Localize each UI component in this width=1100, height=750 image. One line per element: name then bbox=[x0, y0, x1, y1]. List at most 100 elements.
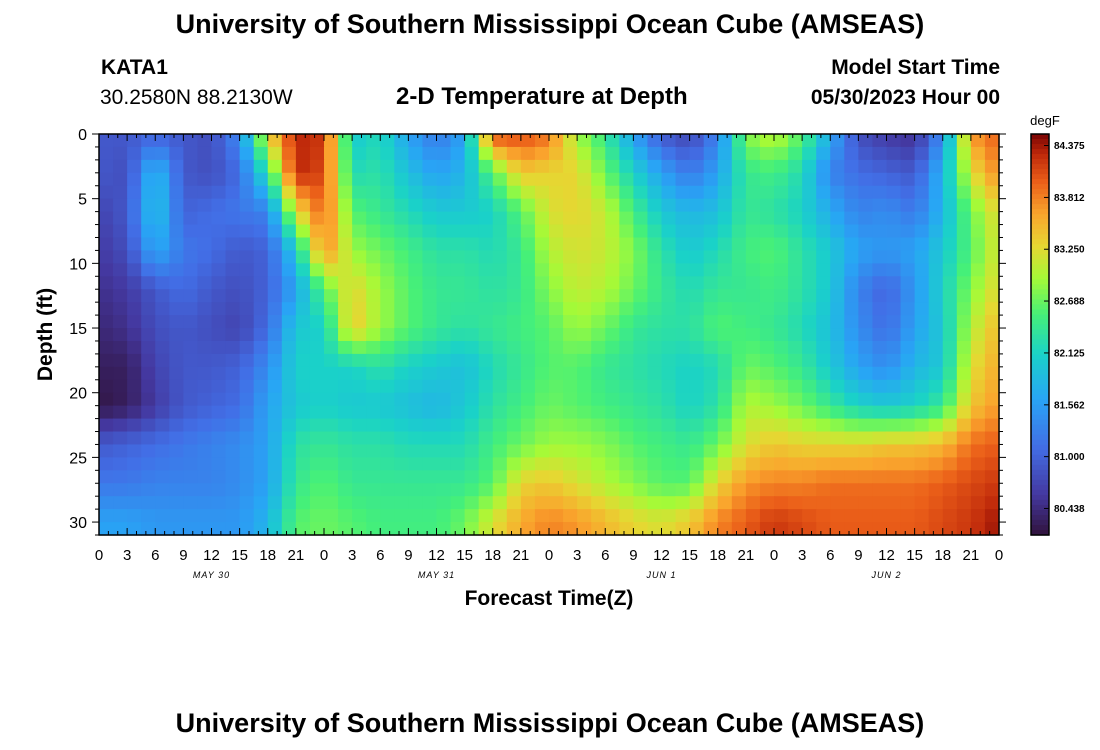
heat-cell bbox=[380, 379, 395, 394]
heat-cell bbox=[830, 146, 845, 161]
heat-cell bbox=[478, 509, 494, 523]
heat-cell bbox=[605, 250, 620, 264]
heat-cell bbox=[914, 392, 930, 407]
heat-cell bbox=[169, 237, 184, 252]
heat-cell bbox=[549, 250, 564, 264]
colorbar-segment bbox=[1031, 299, 1049, 306]
heat-cell bbox=[970, 134, 986, 148]
heat-cell bbox=[830, 379, 845, 394]
heat-cell bbox=[956, 172, 972, 187]
heat-cell bbox=[816, 340, 831, 355]
heat-cell bbox=[506, 483, 522, 497]
heat-cell bbox=[984, 509, 1000, 523]
heat-cell bbox=[914, 353, 930, 368]
heat-cell bbox=[366, 418, 381, 433]
heat-cell bbox=[380, 328, 395, 342]
heat-cell bbox=[99, 302, 114, 316]
heat-cell bbox=[478, 496, 494, 510]
heat-cell bbox=[380, 211, 395, 226]
heat-cell bbox=[253, 509, 269, 523]
heat-cell bbox=[830, 483, 845, 497]
heat-cell bbox=[127, 250, 142, 264]
heat-cell bbox=[239, 379, 255, 394]
heat-cell bbox=[942, 353, 958, 368]
heat-cell bbox=[99, 418, 114, 433]
heat-cell bbox=[816, 237, 831, 252]
x-tick-label: 6 bbox=[601, 547, 609, 564]
heat-cell bbox=[605, 328, 620, 342]
heat-cell bbox=[577, 159, 592, 174]
heat-cell bbox=[914, 146, 930, 161]
heat-cell bbox=[281, 134, 297, 148]
heat-cell bbox=[731, 328, 747, 342]
heat-cell bbox=[816, 483, 831, 497]
heat-cell bbox=[619, 418, 634, 433]
heat-cell bbox=[703, 366, 719, 381]
heat-cell bbox=[324, 134, 339, 148]
heat-cell bbox=[534, 444, 550, 458]
heat-cell bbox=[253, 483, 269, 497]
heat-cell bbox=[281, 328, 297, 342]
heat-cell bbox=[225, 237, 241, 252]
heat-cell bbox=[436, 198, 452, 213]
heat-cell bbox=[422, 366, 438, 381]
heat-cell bbox=[239, 405, 255, 420]
heat-cell bbox=[970, 211, 986, 226]
heat-cell bbox=[759, 392, 775, 407]
heat-cell bbox=[408, 289, 424, 303]
heat-cell bbox=[450, 340, 466, 355]
heat-cell bbox=[731, 444, 747, 458]
heat-cell bbox=[886, 211, 902, 226]
heat-cell bbox=[830, 172, 845, 187]
heat-cell bbox=[900, 134, 916, 148]
heat-cell bbox=[914, 134, 930, 148]
heat-cell bbox=[591, 470, 606, 484]
heat-cell bbox=[324, 146, 339, 161]
heat-cell bbox=[549, 289, 564, 303]
heat-cell bbox=[99, 198, 114, 213]
heat-cell bbox=[506, 379, 522, 394]
heat-cell bbox=[577, 146, 592, 161]
heat-cell bbox=[886, 392, 902, 407]
date-label: JUN 1 bbox=[645, 570, 676, 580]
heat-cell bbox=[211, 483, 227, 497]
heat-cell bbox=[450, 496, 466, 510]
colorbar-segment bbox=[1031, 284, 1049, 290]
heat-cell bbox=[478, 172, 494, 187]
heat-cell bbox=[591, 483, 606, 497]
heat-cell bbox=[900, 431, 916, 446]
heat-cell bbox=[281, 392, 297, 407]
heat-cell bbox=[267, 366, 283, 381]
x-tick-label: 0 bbox=[320, 547, 328, 564]
heat-cell bbox=[506, 172, 522, 187]
heat-cell bbox=[127, 198, 142, 213]
heat-cell bbox=[900, 146, 916, 161]
heat-cell bbox=[183, 353, 199, 368]
heat-cell bbox=[183, 392, 199, 407]
heat-cell bbox=[506, 457, 522, 471]
heat-cell bbox=[281, 315, 297, 329]
heat-cell bbox=[394, 134, 409, 148]
heat-cell bbox=[141, 185, 156, 200]
heat-cell bbox=[436, 250, 452, 264]
heat-cell bbox=[591, 457, 606, 471]
heat-cell bbox=[703, 302, 719, 316]
heat-cell bbox=[267, 444, 283, 458]
heat-cell bbox=[450, 392, 466, 407]
heat-cell bbox=[506, 185, 522, 200]
heat-cell bbox=[633, 483, 649, 497]
heat-cell bbox=[436, 522, 452, 536]
heat-cell bbox=[408, 353, 424, 368]
heat-cell bbox=[942, 483, 958, 497]
heat-cell bbox=[717, 379, 733, 394]
heat-cell bbox=[324, 392, 339, 407]
heat-cell bbox=[956, 418, 972, 433]
heat-cell bbox=[253, 444, 269, 458]
heat-cell bbox=[422, 134, 438, 148]
heat-cell bbox=[914, 172, 930, 187]
heat-cell bbox=[942, 159, 958, 174]
heat-cell bbox=[928, 315, 944, 329]
heat-cell bbox=[759, 302, 775, 316]
heat-cell bbox=[450, 522, 466, 536]
heat-cell bbox=[464, 276, 480, 290]
